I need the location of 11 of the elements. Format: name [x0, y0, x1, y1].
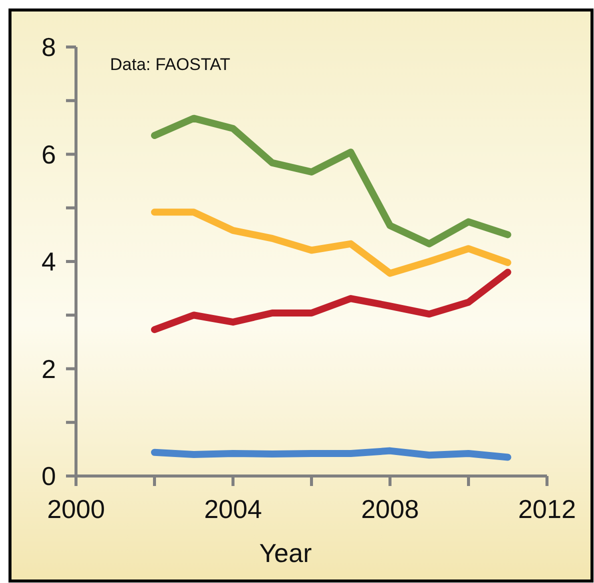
- y-tick-label: 2: [42, 354, 56, 384]
- y-tick-label: 8: [42, 32, 56, 62]
- x-axis-title: Year: [259, 538, 312, 568]
- y-tick-label: 6: [42, 139, 56, 170]
- y-tick-label: 0: [42, 461, 56, 492]
- x-tick-label: 2008: [361, 494, 419, 524]
- x-tick-label: 2000: [47, 494, 105, 524]
- y-tick-label: 4: [42, 246, 56, 277]
- x-tick-label: 2004: [204, 494, 262, 524]
- x-tick-label: 2012: [518, 494, 576, 524]
- annotation: Data: FAOSTAT: [110, 55, 230, 74]
